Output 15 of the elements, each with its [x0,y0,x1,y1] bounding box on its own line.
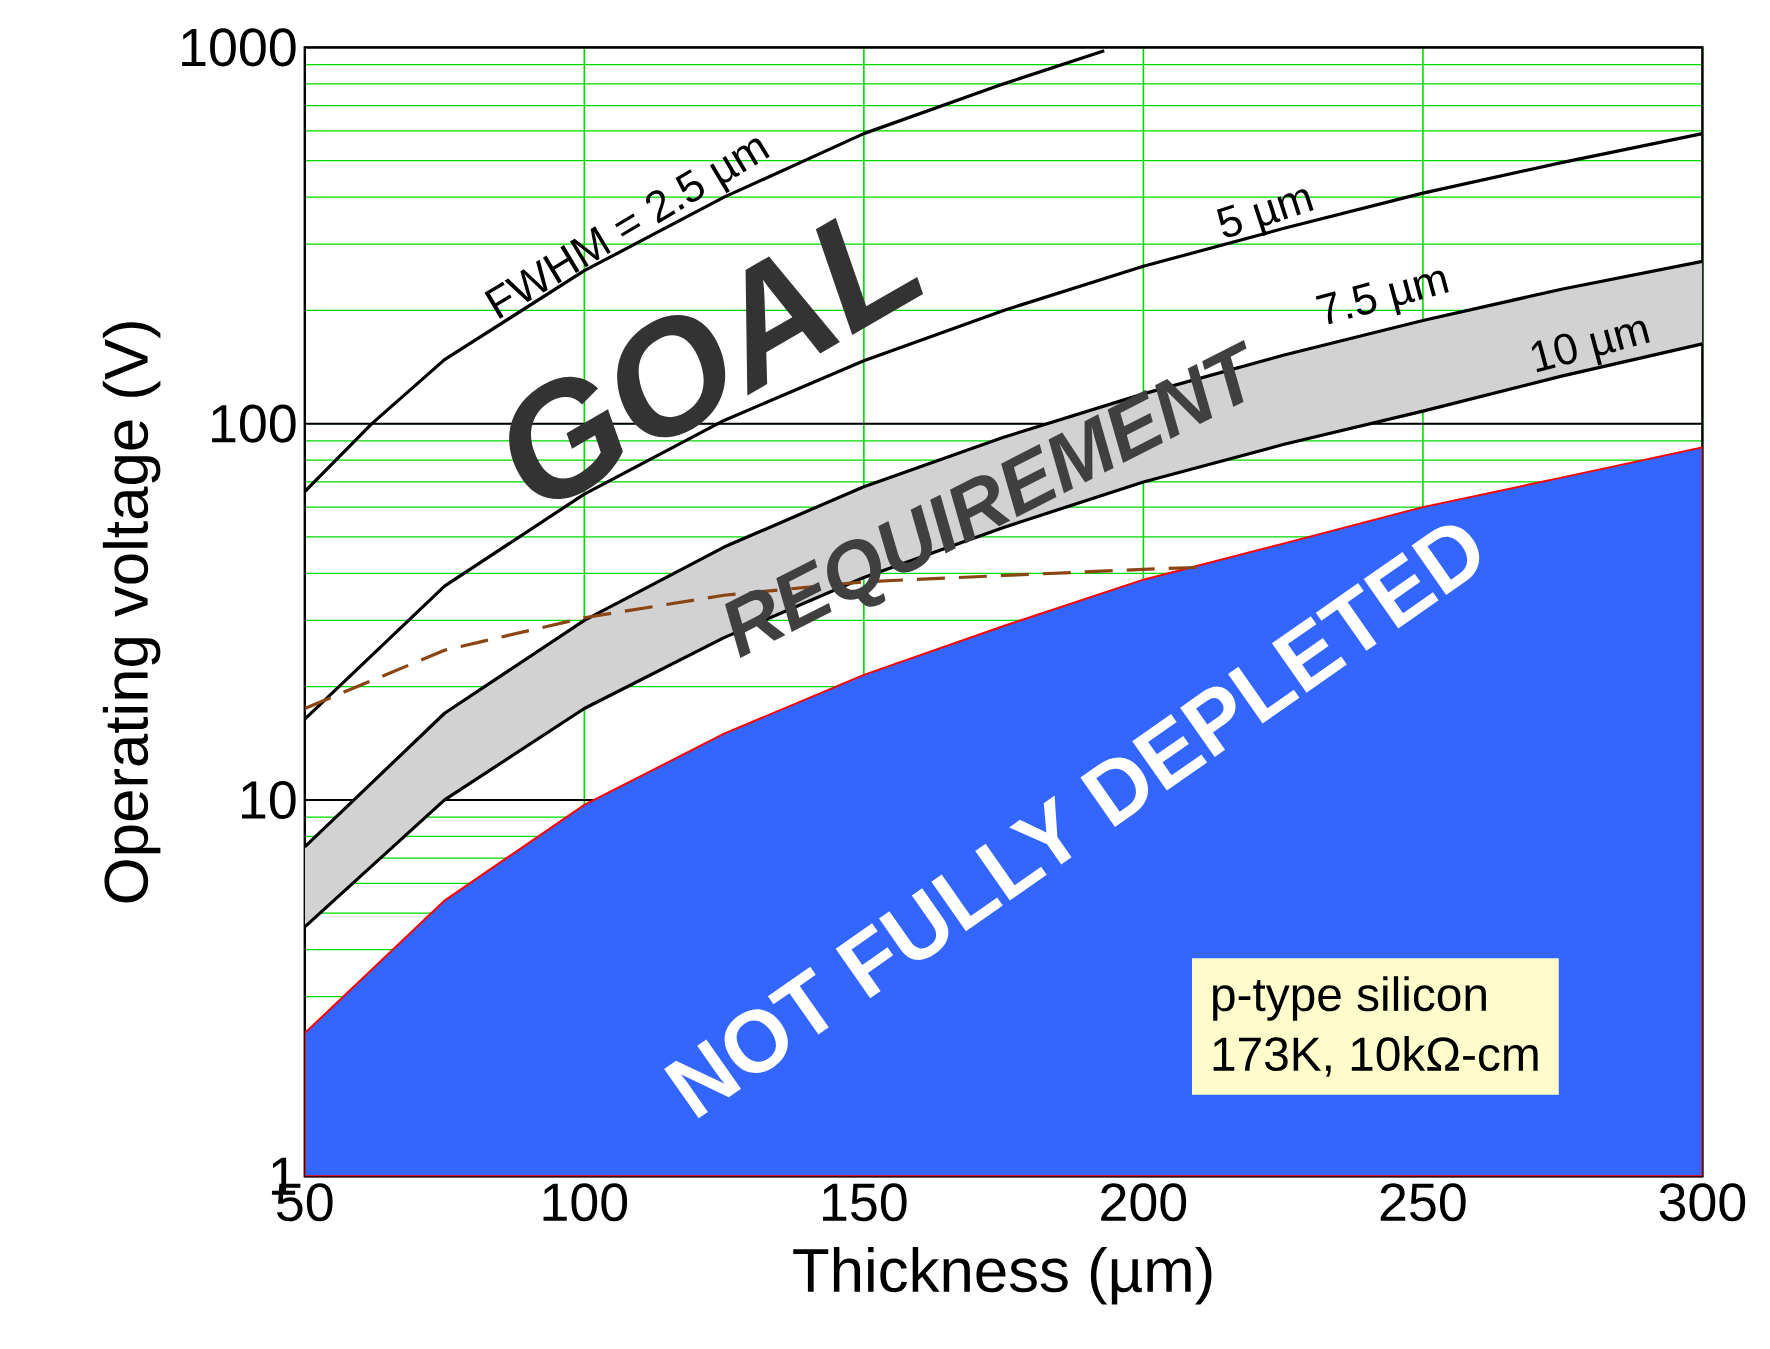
x-axis-title: Thickness (µm) [793,1246,1212,1305]
x-tick-label: 150 [823,1183,907,1222]
annotation: 10 µm [1531,320,1650,373]
x-tick-label: 300 [1659,1183,1746,1222]
y-axis-title: Operating voltage (V) [102,322,161,903]
y-tick-label: 10 [242,780,296,819]
annotation: 173K, 10kΩ-cm [1213,1035,1538,1077]
x-tick-label: 250 [1380,1183,1466,1222]
annotation: p-type silicon [1213,976,1486,1021]
annotation: 5 µm [1216,189,1314,238]
y-tick-label: 100 [212,404,296,443]
x-tick-label: 100 [543,1183,628,1222]
x-tick-label: 200 [1101,1183,1187,1222]
annotation: 7.5 µm [1315,270,1449,325]
y-tick-label: 1000 [182,28,296,67]
